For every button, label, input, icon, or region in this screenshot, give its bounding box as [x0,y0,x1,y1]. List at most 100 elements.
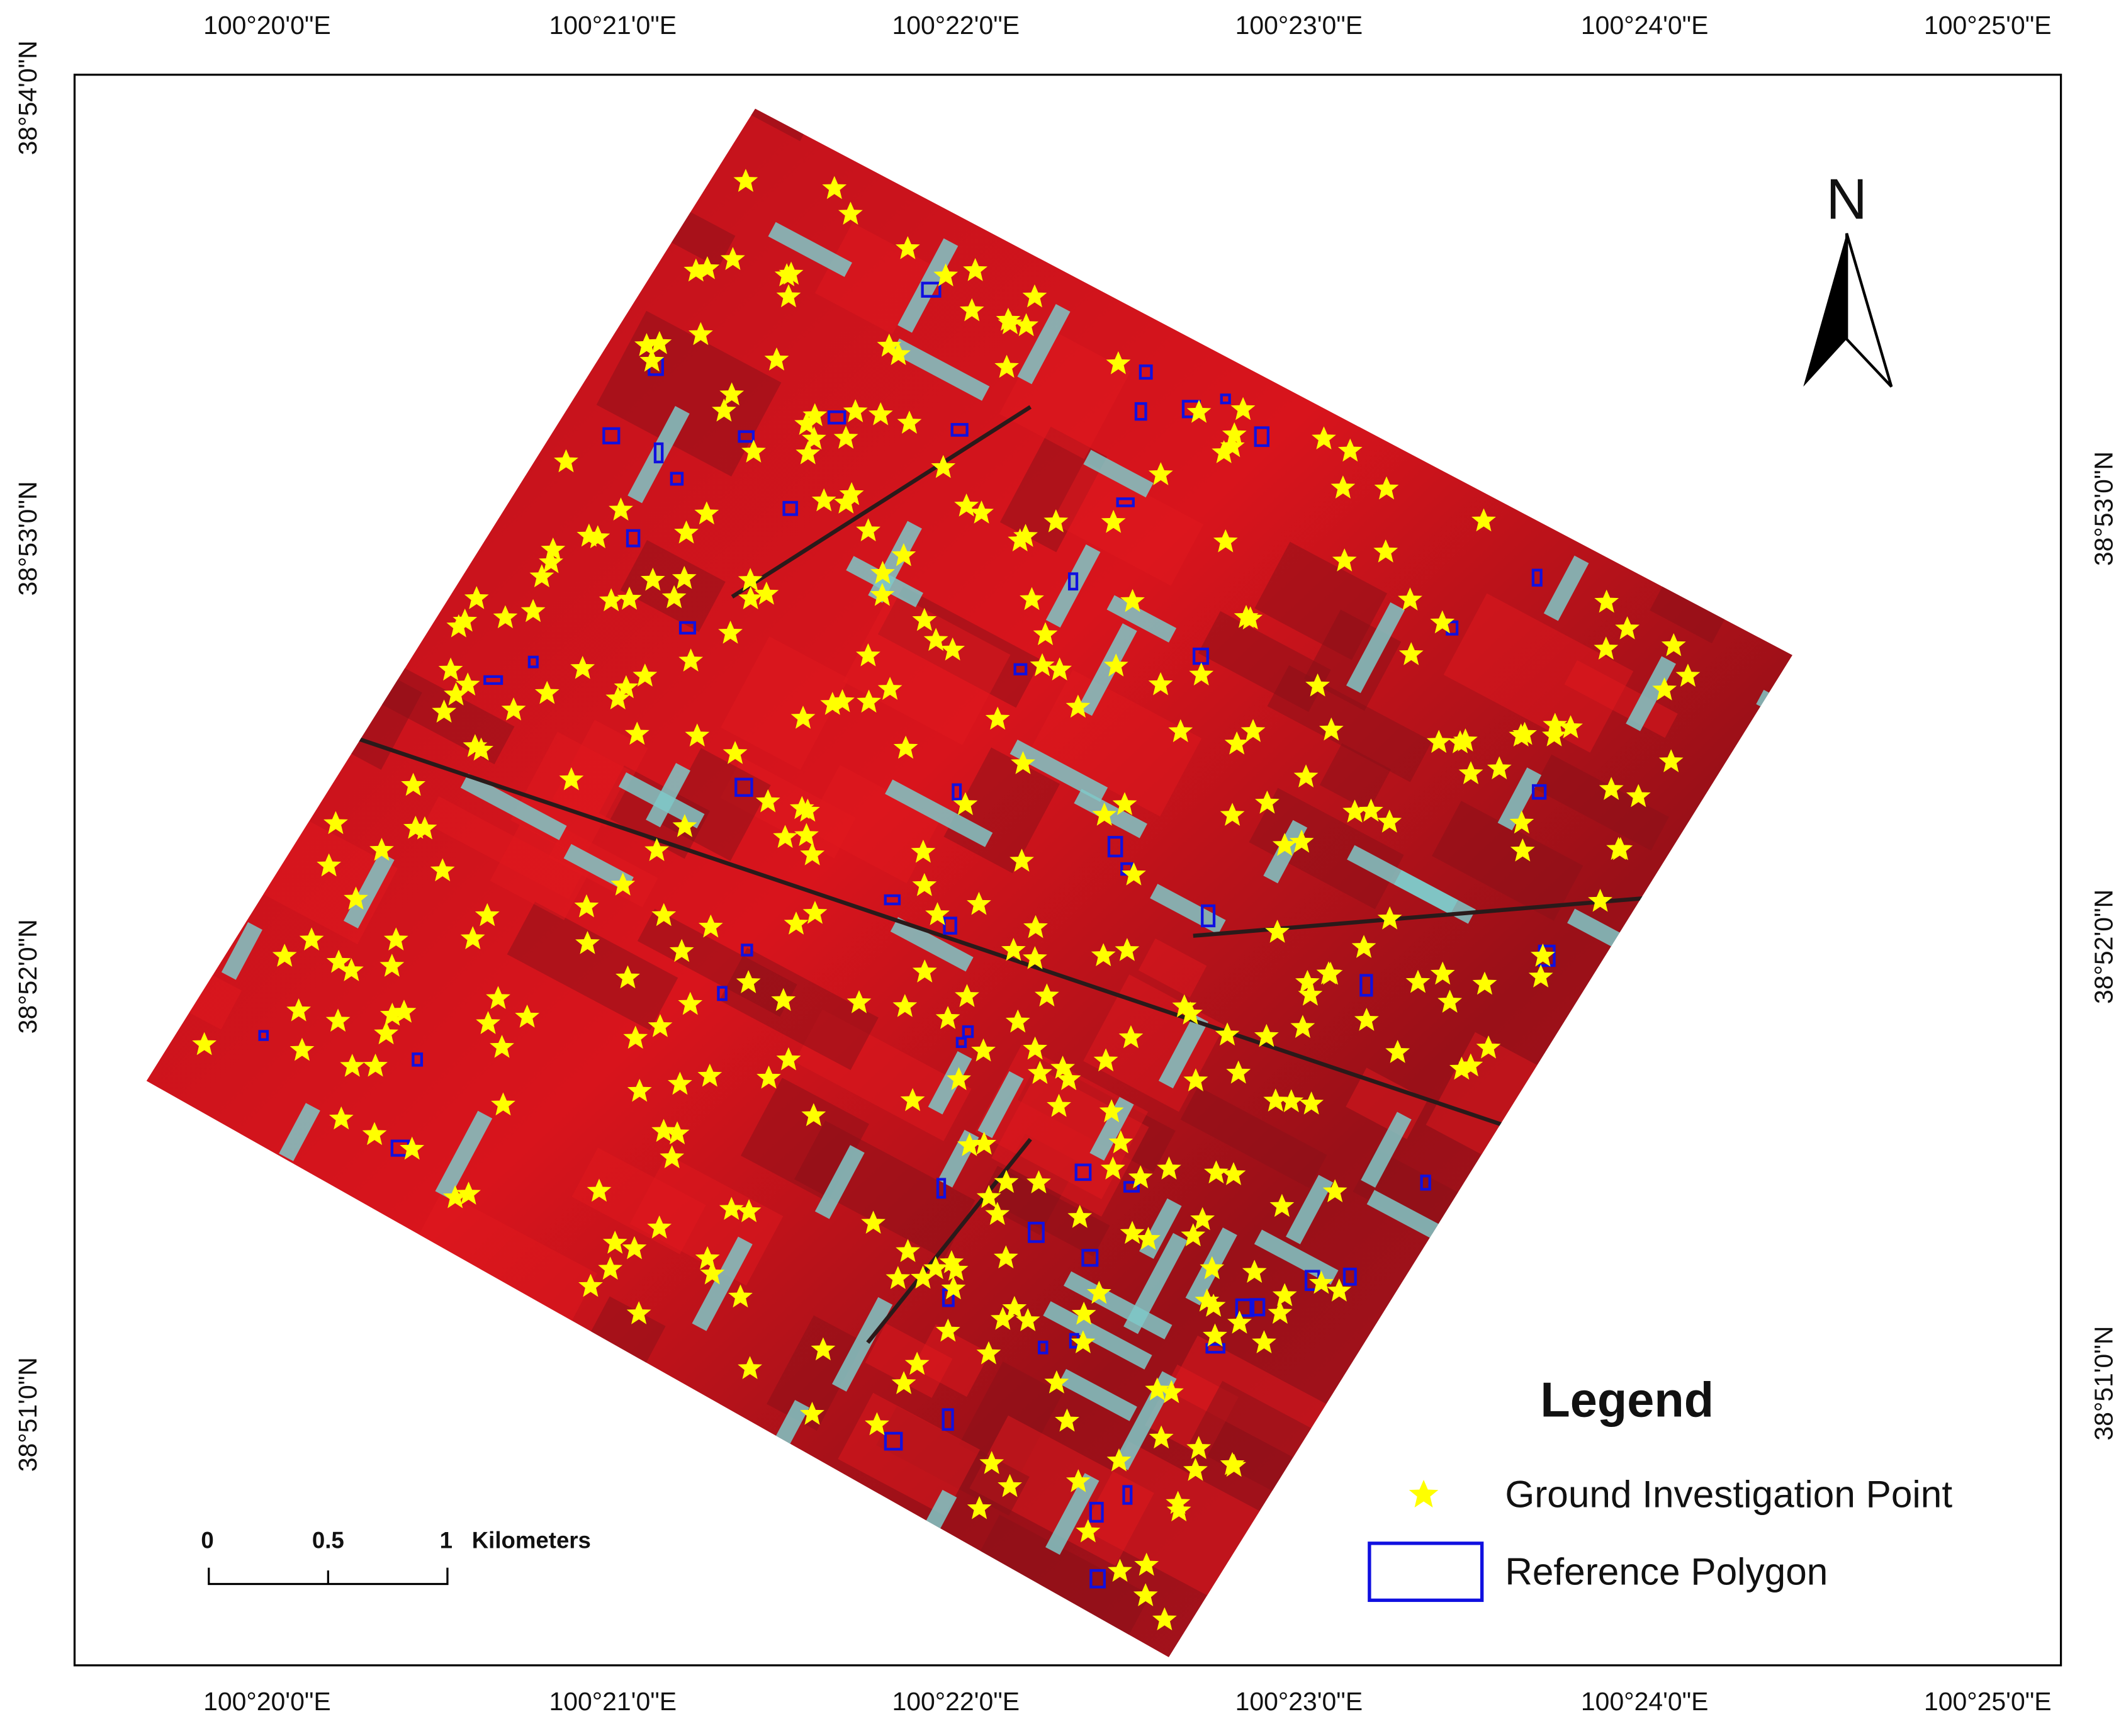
scale-label: 0.5 [312,1527,344,1553]
settlement [1263,820,1308,884]
reference-polygon [1037,1340,1049,1355]
field-patch [637,908,797,1017]
reference-polygon [1139,364,1153,380]
reference-polygon [1201,904,1216,928]
reference-polygon [1116,497,1135,507]
bottom-label: 100°23'0"E [1235,1687,1363,1716]
field-patch [620,540,726,632]
reference-polygon [1193,647,1209,665]
left-label: 38°51'0"N [13,1357,42,1472]
reference-polygon [955,1037,967,1048]
reference-polygon [827,410,846,425]
top-label: 100°22'0"E [892,11,1020,40]
field-patch [969,1415,1154,1566]
top-label: 100°23'0"E [1235,11,1363,40]
reference-polygon [921,281,942,298]
legend-star [1409,1480,1439,1508]
reference-polygon [1220,393,1231,405]
top-label: 100°25'0"E [1924,11,2052,40]
settlement [692,1236,753,1331]
reference-polygon [670,471,684,486]
reference-polygon [412,1052,424,1067]
field-patch [999,426,1107,553]
field-patch [405,1190,597,1343]
road [866,1137,1032,1344]
settlement [279,1103,320,1161]
reference-polygon [734,777,753,797]
north-arrow: N [1803,167,1893,388]
settlement [885,779,993,847]
road [358,737,1506,1128]
field-patch [1533,754,1669,851]
field-patch [490,824,595,920]
settlement [1083,449,1154,498]
field-patch [805,765,942,884]
reference-polygon [527,655,539,668]
survey-marks [192,169,1701,1631]
reference-polygon [717,986,728,1001]
reference-polygon [782,500,798,516]
field-patch [767,1315,864,1431]
settlement [1497,767,1542,831]
settlement [1063,1271,1173,1339]
settlement [343,852,395,928]
legend-title: Legend [1540,1373,1714,1427]
map-frame [73,74,2062,1667]
reference-polygon [258,1030,269,1041]
field-patch [507,901,678,1030]
left-label: 38°52'0"N [13,919,42,1034]
field-patch [1443,593,1634,753]
legend: Legend Ground Investigation Point Refere… [1368,1373,1952,1603]
settlement [1626,656,1676,731]
settlement [563,843,634,892]
reference-polygon [884,1431,903,1451]
settlement [1089,1096,1134,1161]
bottom-label: 100°20'0"E [203,1687,331,1716]
bottom-label: 100°21'0"E [549,1687,677,1716]
bottom-label: 100°24'0"E [1581,1687,1709,1716]
reference-polygon [1074,1163,1092,1181]
right-label: 38°51'0"N [2089,1326,2118,1441]
reference-polygon [1359,974,1373,997]
settlement [1010,739,1108,803]
settlement [627,405,690,504]
field-patch [843,591,1011,745]
top-label: 100°24'0"E [1581,11,1709,40]
field-patch [1249,787,1404,910]
bottom-label: 100°22'0"E [892,1687,1020,1716]
settlement [1756,689,1793,744]
settlement [1286,1175,1334,1244]
scale-label: 1 [440,1527,453,1553]
reference-polygon [1123,1181,1140,1193]
reference-polygon [1254,426,1270,448]
settlement [1017,304,1071,385]
field-patch [571,1147,706,1254]
settlement [890,917,974,972]
settlement [1123,1232,1188,1334]
road [731,405,1032,599]
legend-item: Reference Polygon [1505,1550,1828,1592]
left-label: 38°54'0"N [13,40,42,155]
top-label: 100°21'0"E [549,11,677,40]
reference-polygon [1013,663,1028,675]
right-label: 38°53'0"N [2089,451,2118,566]
reference-polygon [1122,1485,1133,1505]
top-label: 100°20'0"E [203,11,331,40]
reference-polygon [952,783,962,801]
reference-polygon [1107,836,1123,858]
settlement [928,1051,972,1115]
reference-polygon [1342,1267,1357,1286]
reference-polygon [950,423,969,437]
settlement [221,922,262,980]
settlement [846,556,923,607]
north-label: N [1826,167,1867,231]
reference-polygon [602,427,621,444]
settlement [897,238,959,333]
reference-polygon [678,621,697,635]
field-patch [1180,1086,1327,1188]
settlement [1393,870,1476,924]
settlement [646,763,690,828]
reference-polygon [1081,1249,1099,1267]
reference-polygon [1067,572,1079,591]
